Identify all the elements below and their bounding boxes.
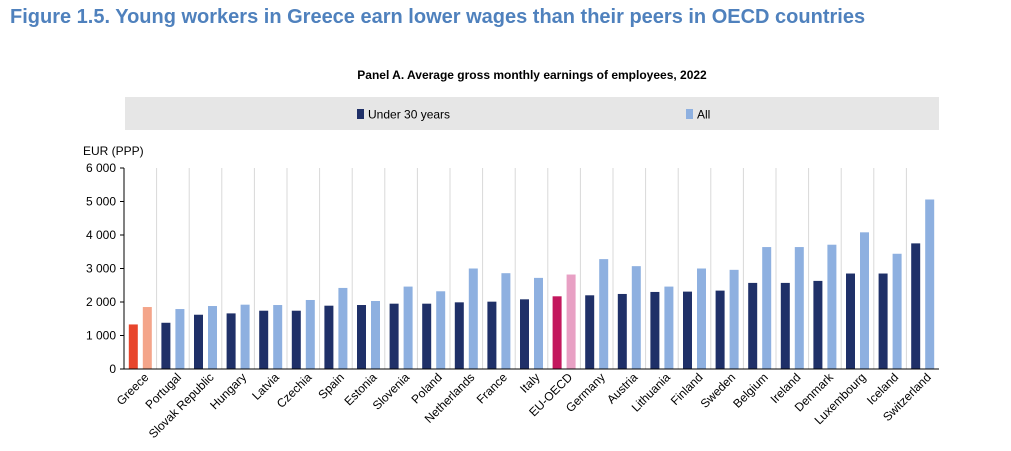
bar-all	[534, 277, 543, 369]
bar-under-30	[617, 293, 627, 369]
bar-all	[794, 247, 804, 369]
bar-all	[762, 247, 772, 369]
y-tick-label: 1 000	[86, 329, 116, 343]
figure-title: Figure 1.5. Young workers in Greece earn…	[10, 6, 866, 28]
bar-all	[142, 307, 152, 369]
bar-all	[729, 269, 739, 369]
y-tick-label: 2 000	[86, 295, 116, 309]
bar-all	[827, 244, 837, 369]
x-tick-label: Hungary	[207, 370, 249, 412]
legend-label-1: All	[697, 108, 710, 122]
bar-under-30	[715, 290, 725, 369]
bar-under-30	[128, 324, 138, 369]
bar-under-30	[780, 282, 790, 369]
bar-under-30	[422, 303, 432, 369]
bar-all	[338, 287, 348, 369]
x-tick-label: Czechia	[274, 370, 315, 411]
bar-all	[566, 274, 576, 369]
bar-all	[403, 286, 413, 369]
bar-under-30	[650, 291, 660, 369]
legend-band	[125, 97, 939, 130]
bar-under-30	[878, 273, 888, 369]
bar-all	[697, 268, 706, 369]
bar-all	[925, 199, 935, 369]
bar-all	[273, 305, 283, 369]
x-tick-label: Belgium	[730, 370, 771, 411]
bar-under-30	[291, 310, 301, 369]
legend-swatch-1	[686, 109, 693, 119]
x-tick-label: Slovenia	[370, 370, 413, 413]
bar-under-30	[748, 282, 758, 369]
bar-all	[892, 253, 902, 369]
bar-under-30	[324, 305, 334, 369]
bar-under-30	[357, 305, 366, 369]
bar-under-30	[487, 301, 497, 369]
bar-all	[860, 232, 869, 369]
x-tick-label: Sweden	[698, 370, 739, 411]
y-tick-label: 6 000	[86, 161, 116, 175]
x-tick-label: Italy	[517, 370, 542, 395]
bar-under-30	[846, 273, 855, 369]
y-tick-label: 0	[109, 362, 116, 376]
y-tick-label: 5 000	[86, 195, 116, 209]
bar-all	[371, 300, 380, 369]
bar-under-30	[585, 295, 595, 369]
bar-all	[175, 309, 185, 369]
bar-under-30	[161, 322, 171, 369]
bar-under-30	[259, 310, 269, 369]
bar-under-30	[683, 291, 692, 369]
bar-under-30	[454, 302, 464, 369]
legend-label-0: Under 30 years	[368, 108, 450, 122]
bar-all	[208, 306, 217, 369]
y-tick-label: 3 000	[86, 262, 116, 276]
bar-all	[631, 266, 641, 369]
bar-all	[599, 259, 609, 369]
panel-title: Panel A. Average gross monthly earnings …	[357, 68, 707, 82]
y-tick-label: 4 000	[86, 228, 116, 242]
bar-all	[436, 291, 446, 369]
x-tick-label: France	[474, 370, 511, 407]
legend-swatch-0	[357, 109, 364, 119]
bar-all	[305, 299, 315, 369]
bar-under-30	[813, 280, 823, 369]
bar-under-30	[389, 303, 399, 369]
bar-under-30	[226, 313, 236, 369]
bar-under-30	[552, 296, 562, 369]
bar-all	[240, 304, 250, 369]
bar-all	[501, 273, 511, 369]
y-axis-label: EUR (PPP)	[83, 144, 144, 158]
bar-under-30	[520, 299, 529, 369]
bar-under-30	[194, 314, 203, 369]
bar-under-30	[911, 243, 921, 369]
bar-all	[664, 286, 674, 369]
bar-all	[468, 268, 478, 369]
